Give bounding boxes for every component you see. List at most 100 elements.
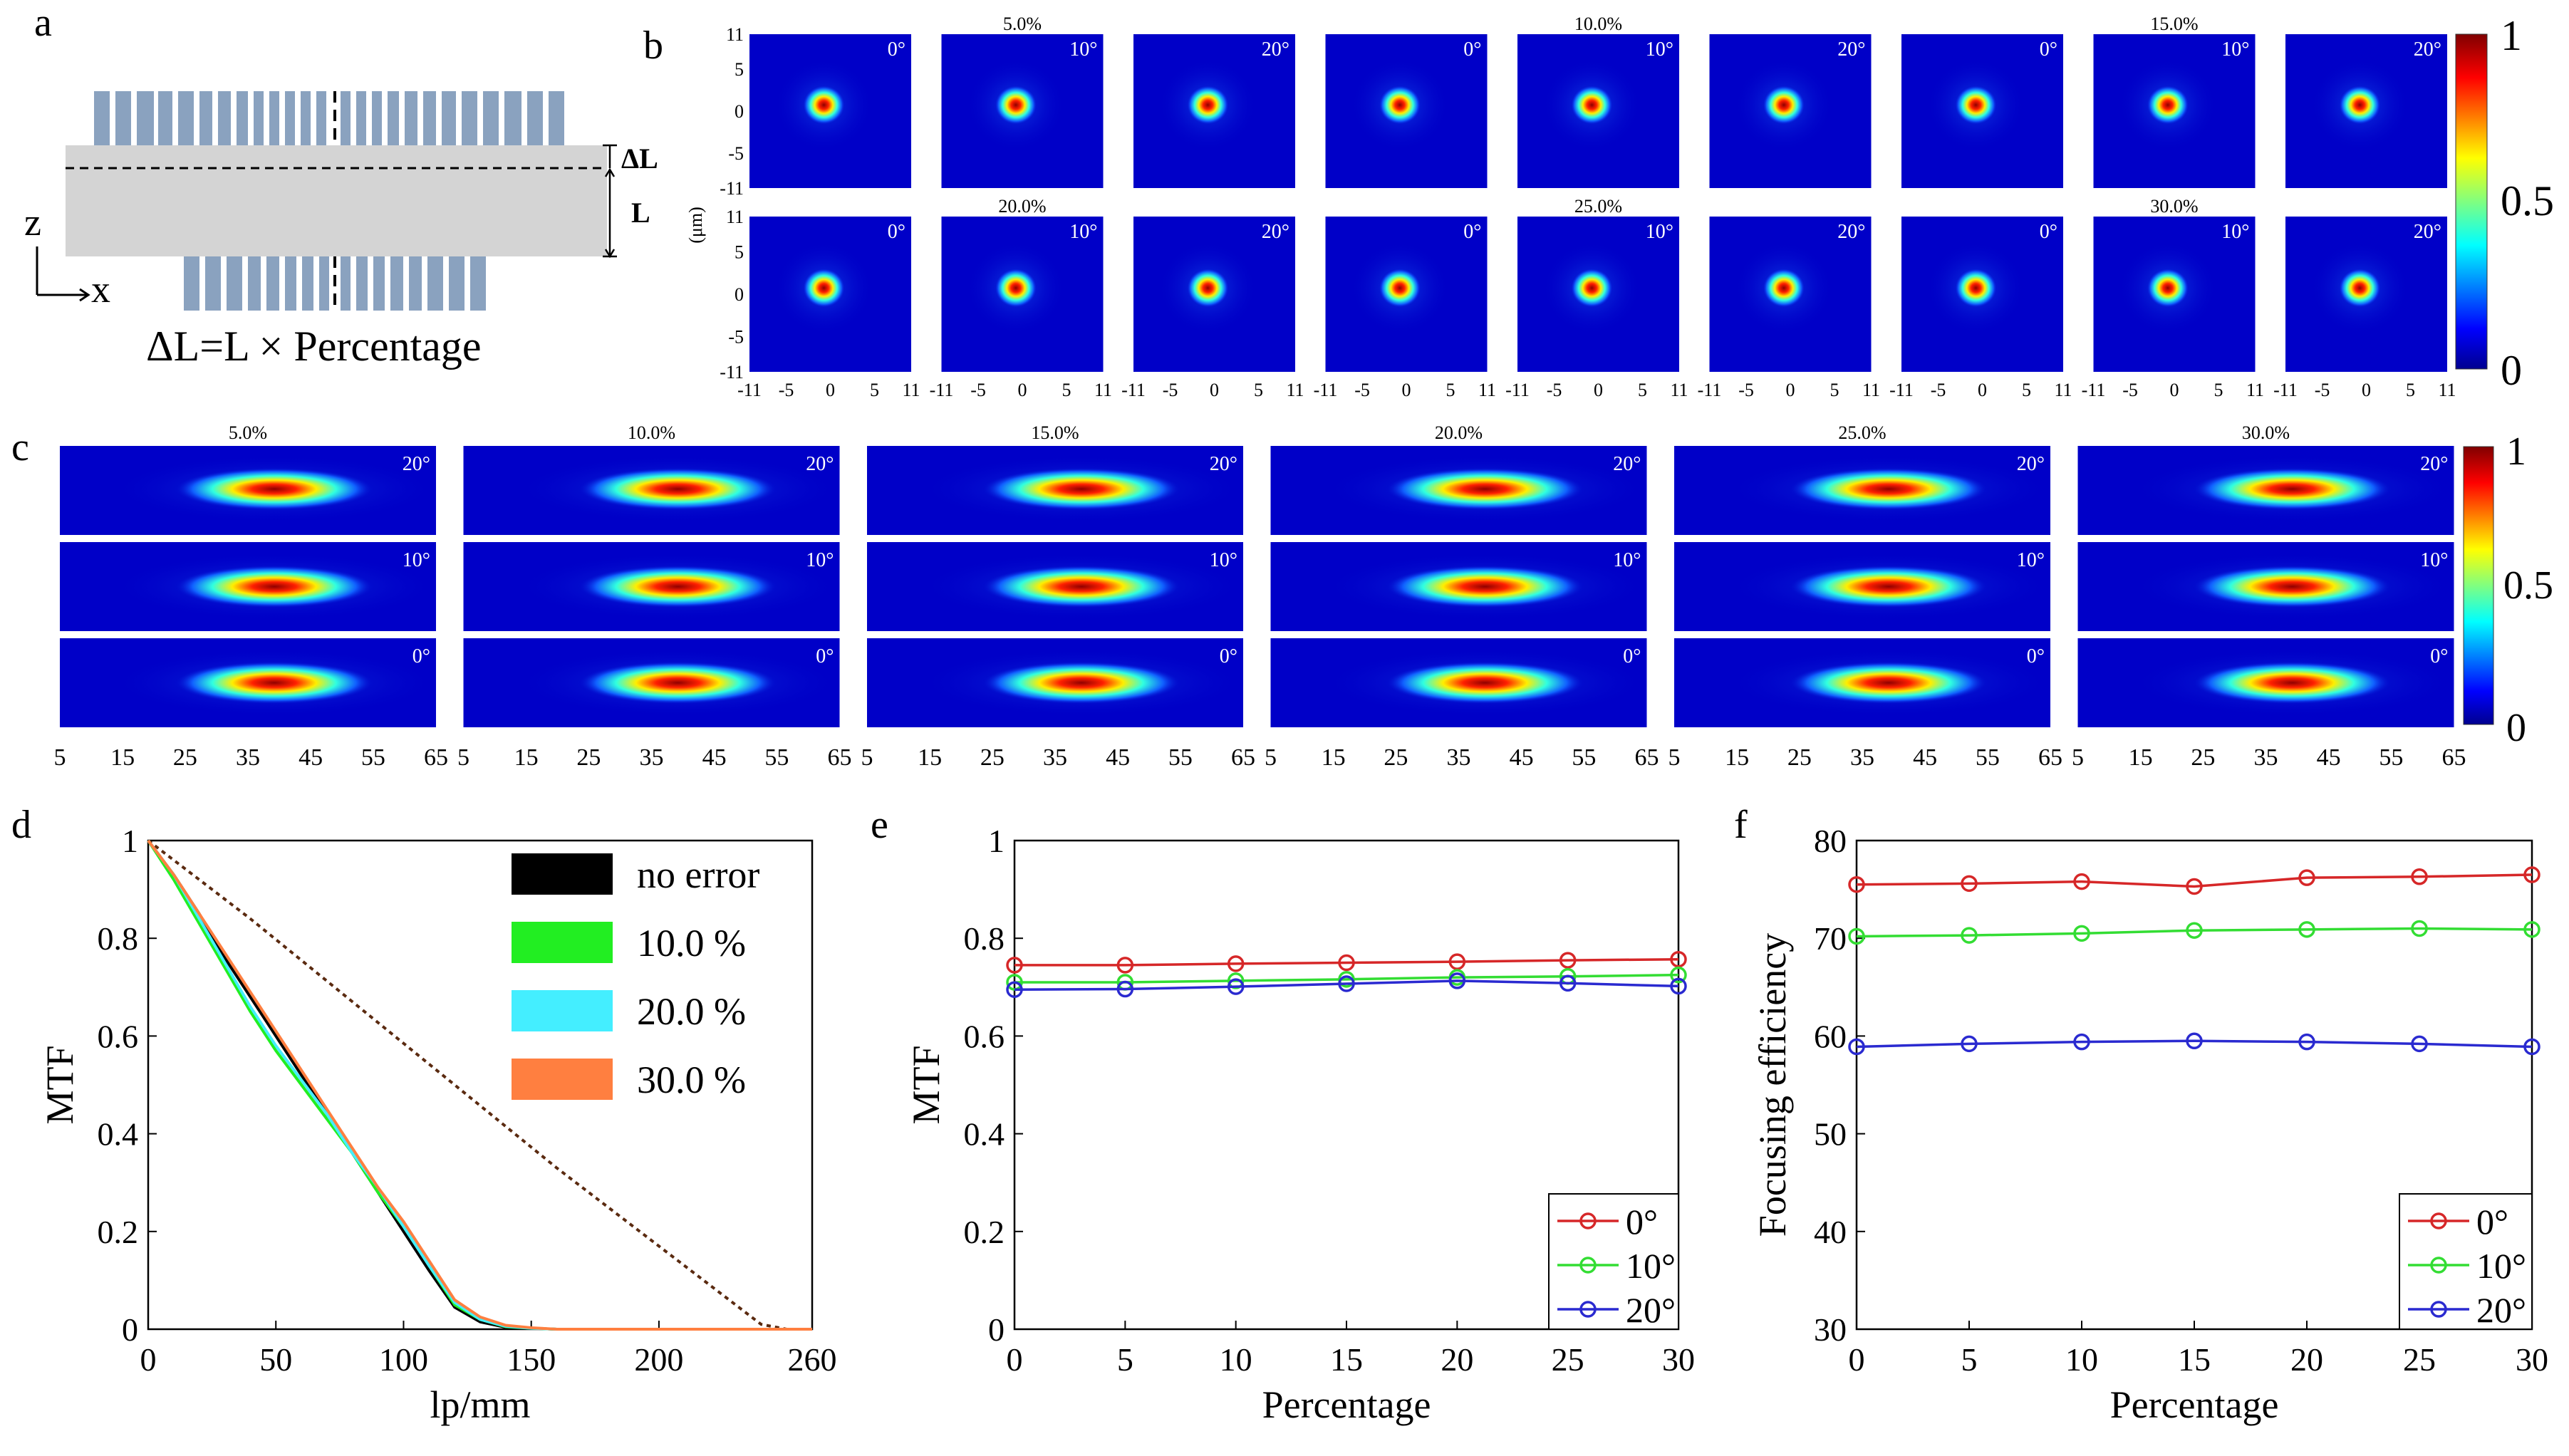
x-tick-label: 30 [2516,1341,2548,1378]
psf-tile: 0° [1325,217,1488,372]
legend-label: 30.0 % [637,1059,746,1101]
delta-l-label: ΔL [621,142,658,175]
y-axis-label: Focusing efficiency [1751,933,1794,1237]
long-x-tick: 55 [1976,744,2000,771]
long-x-tick: 55 [1168,744,1193,771]
psf-x-tick: -11 [1889,380,1914,400]
y-tick-label: 0.2 [964,1214,1005,1250]
legend-swatch [512,990,613,1031]
long-x-tick: 25 [173,744,197,771]
long-angle-label: 0° [1220,645,1237,667]
data-point [1848,875,1865,893]
y-tick-label: 70 [1814,920,1847,957]
long-x-tick: 5 [1265,744,1277,771]
long-focal-spot [981,467,1181,511]
psf-focal-spot [1954,268,1998,308]
chart-e: 0 5 10 15 20 25 30 0 0.2 0.4 0.6 0.8 1 Percentage MTF 0… [905,823,1695,1426]
legend-label: 20.0 % [637,990,746,1033]
x-axis-label: Percentage [1262,1383,1431,1426]
long-tile: 0° [2077,638,2456,727]
data-point [1227,955,1245,972]
colorbar-c [2463,446,2494,725]
y-tick-label: 0 [988,1311,1005,1348]
long-tile: 20° [60,446,438,535]
long-focal-spot [981,565,1181,608]
psf-angle-label: 0° [2040,38,2057,61]
psf-x-tick: 11 [902,380,920,400]
long-angle-label: 20° [2420,453,2448,475]
psf-y-tick: 5 [735,59,744,80]
long-tile: 0° [1270,638,1649,727]
long-x-tick: 55 [2379,744,2403,771]
long-focal-spot [1385,565,1585,608]
psf-percent-title: 10.0% [1574,14,1622,34]
data-point [1961,927,1978,944]
long-angle-label: 10° [806,549,834,571]
psf-x-tick: 11 [2438,380,2456,400]
legend-label: no error [637,853,759,896]
long-focal-spot [1788,565,1988,608]
psf-tile: 10° 25.0% [1517,196,1679,372]
psf-angle-label: 20° [1837,38,1865,61]
data-point [2523,921,2541,938]
colorbar-b-mid: 0.5 [2501,177,2554,224]
y-tick-label: 0.4 [98,1116,139,1153]
legend-marker [2430,1301,2447,1318]
legend-marker [1579,1212,1597,1229]
legend-label: 10° [2476,1246,2526,1286]
psf-x-tick: -5 [1163,380,1178,400]
long-x-tick: 55 [764,744,789,771]
long-tile: 10° [463,542,842,631]
psf-x-tick: -11 [1698,380,1722,400]
data-point [1116,957,1134,974]
psf-angle-label: 10° [1646,221,1673,243]
psf-focal-spot [1954,85,1998,125]
psf-x-tick: 0 [2362,380,2371,400]
psf-x-tick: 11 [2246,380,2264,400]
axis-x-label: x [91,268,110,311]
legend-label: 20° [2476,1290,2526,1330]
long-percent-title: 20.0% [1435,422,1483,443]
psf-focal-spot [802,85,846,125]
long-x-tick: 25 [2191,744,2215,771]
long-angle-label: 20° [1210,453,1237,475]
legend-frame [2399,1193,2533,1330]
bottom-metasurface-pillars [184,256,486,311]
psf-focal-spot [1762,268,1805,308]
y-axis-label: MTF [38,1045,81,1124]
psf-tile: 0° [1325,34,1488,188]
long-x-tick: 35 [236,744,260,771]
x-tick-label: 20 [1441,1341,1473,1378]
psf-tile: 10° 15.0% [2093,14,2256,188]
x-tick-label: 260 [788,1341,837,1378]
psf-tile: 10° 30.0% [2093,196,2256,372]
long-focal-spot [174,661,374,704]
long-tile: 20° [463,446,842,535]
psf-tile: 20° [1709,34,1872,188]
panel-label-c: c [11,425,29,469]
psf-focal-spot [1186,85,1230,125]
x-tick-label: 25 [2403,1341,2436,1378]
y-tick-label: 0.6 [98,1018,139,1054]
psf-angle-label: 0° [2040,221,2057,243]
long-x-tick: 15 [1322,744,1346,771]
psf-tile: 10° 10.0% [1517,14,1679,188]
psf-tile: 20° [1709,217,1872,372]
data-point [1961,1035,1978,1053]
psf-y-tick: -11 [720,362,744,383]
data-point [2186,878,2203,895]
x-tick-label: 0 [140,1341,157,1378]
psf-angle-label: 0° [888,38,905,61]
psf-x-tick: 5 [1062,380,1071,400]
psf-x-tick: -11 [930,380,954,400]
x-axis-label: lp/mm [430,1383,530,1426]
psf-angle-label: 0° [1463,221,1481,243]
psf-x-tick: 11 [1670,380,1688,400]
psf-percent-title: 5.0% [1003,14,1042,34]
psf-x-tick: 5 [2406,380,2415,400]
psf-x-tick: 0 [1018,380,1027,400]
long-focal-spot [174,467,374,511]
data-point [2186,1032,2203,1050]
